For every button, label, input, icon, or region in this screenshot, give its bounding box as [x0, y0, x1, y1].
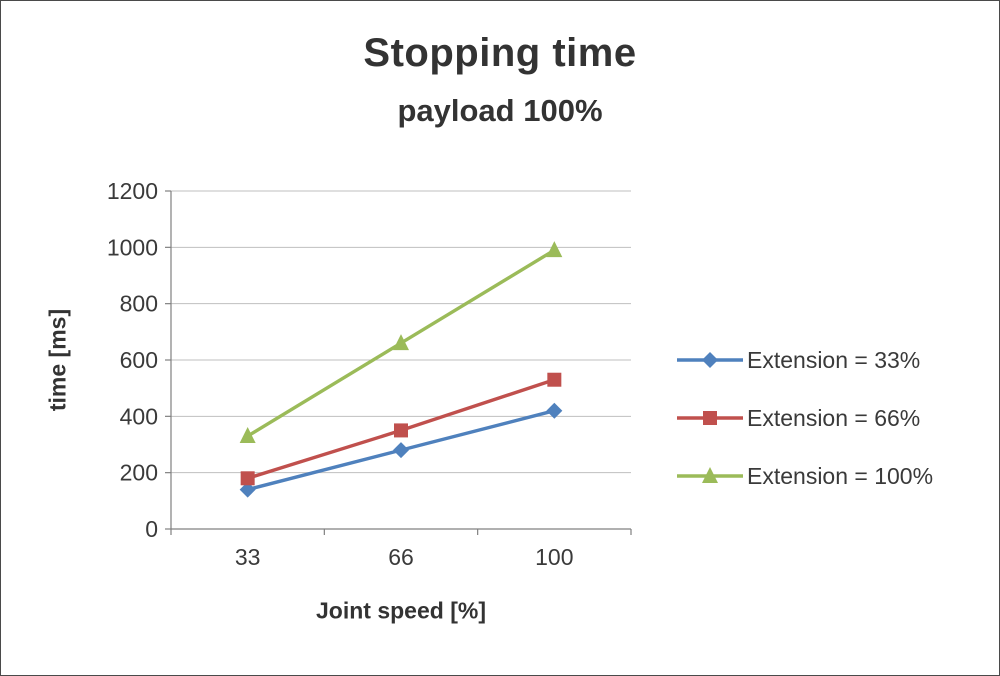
legend: Extension = 33% Extension = 66% Extensio… [677, 339, 933, 497]
marker-diamond [546, 402, 563, 419]
chart-subtitle: payload 100% [397, 93, 603, 128]
x-tick-label: 66 [388, 544, 414, 570]
legend-sample-triangle-icon [677, 467, 743, 483]
marker-square [703, 411, 717, 425]
marker-square [547, 372, 562, 387]
chart-title: Stopping time [363, 31, 637, 75]
marker-triangle [702, 467, 718, 483]
x-tick-label: 33 [235, 544, 261, 570]
marker-diamond [393, 442, 409, 459]
marker-triangle [393, 334, 409, 351]
marker-square [394, 423, 408, 438]
marker-diamond [239, 481, 256, 498]
legend-item: Extension = 66% [677, 397, 933, 439]
y-tick-label: 400 [120, 403, 158, 429]
series [239, 402, 563, 498]
marker-square [240, 471, 255, 486]
x-tick-label: 100 [535, 544, 573, 570]
y-tick-label: 1000 [107, 234, 158, 260]
y-tick-label: 600 [120, 347, 158, 373]
legend-sample-diamond-icon [677, 352, 743, 368]
marker-triangle [546, 241, 563, 258]
legend-label: Extension = 33% [747, 346, 921, 373]
legend-sample-square-icon [677, 411, 743, 425]
series [239, 241, 563, 444]
y-tick-label: 800 [120, 291, 158, 317]
legend-item: Extension = 33% [677, 339, 933, 381]
plot-area: 0 200 400 600 800 1000 1200 33 66 100 [107, 179, 632, 570]
marker-triangle [239, 427, 256, 444]
marker-diamond [702, 352, 718, 368]
x-axis-title: Joint speed [%] [316, 597, 486, 624]
y-tick-label: 200 [120, 460, 158, 486]
y-axis-title: time [ms] [44, 308, 71, 412]
legend-label: Extension = 100% [747, 462, 934, 489]
legend-item: Extension = 100% [677, 455, 933, 497]
series [240, 372, 562, 486]
y-tick-label: 0 [145, 516, 158, 542]
legend-label: Extension = 66% [747, 404, 921, 431]
y-tick-label: 1200 [107, 179, 158, 204]
